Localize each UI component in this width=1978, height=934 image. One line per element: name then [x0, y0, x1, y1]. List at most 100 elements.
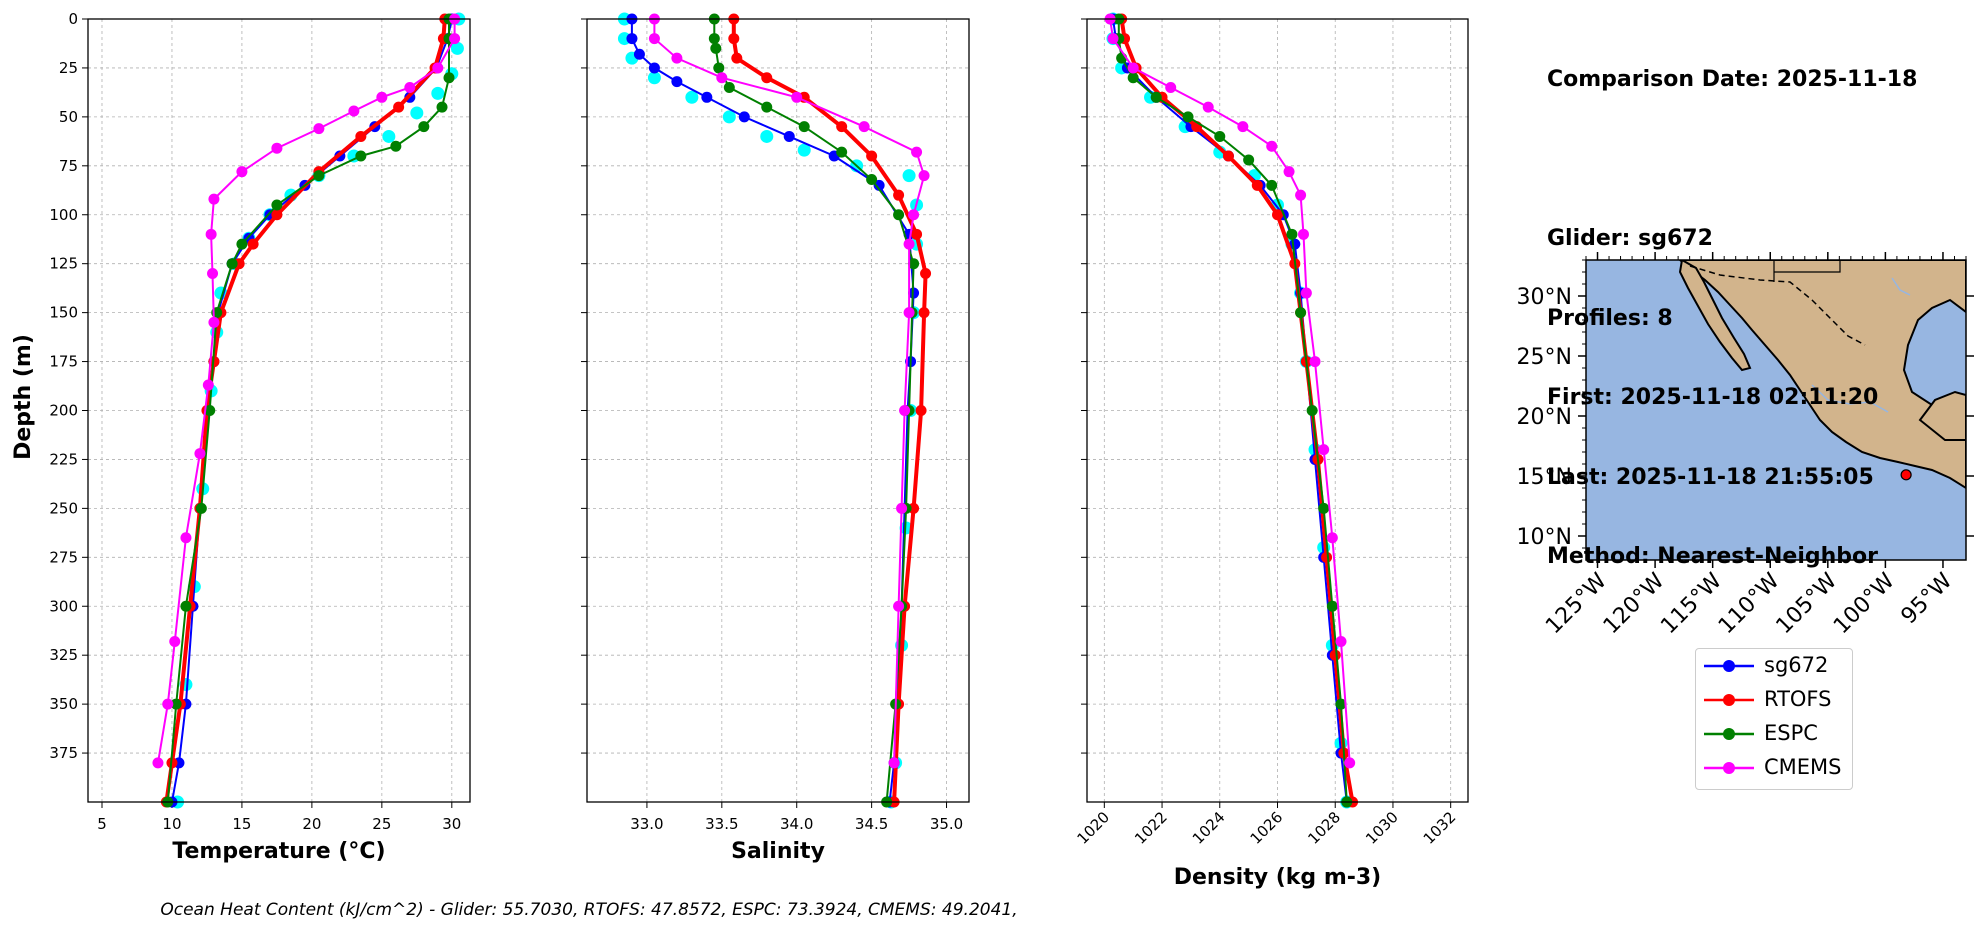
- series-point-cmems: [1283, 166, 1295, 178]
- axes-frame: [87, 18, 471, 803]
- map-border-us: [1689, 265, 1866, 346]
- x-tick-label: 1026: [1247, 808, 1287, 848]
- series-point-espc: [443, 72, 455, 84]
- glider-scatter-point: [722, 110, 736, 124]
- series-point-espc: [908, 258, 920, 270]
- y-tick-label: 275: [49, 548, 78, 566]
- series-point-cmems: [1300, 287, 1312, 299]
- map-river-north: [1891, 277, 1911, 296]
- series-point-cmems: [1344, 757, 1356, 769]
- series-point-cmems: [1297, 228, 1309, 240]
- temperature-panel: 0 25 50 75 100 125 150 175 200 225 250 275 300 325 350…: [49, 10, 471, 864]
- series-point-cmems: [648, 33, 660, 45]
- series-point-espc: [1127, 72, 1139, 84]
- series-point-rtofs: [271, 209, 283, 221]
- legend-label-sg672: sg672: [1764, 653, 1829, 677]
- series-point-cmems: [1107, 33, 1119, 45]
- series-point-cmems: [271, 142, 283, 154]
- map-lat-label: 20°N: [1517, 405, 1572, 430]
- x-tick-label: 1020: [1073, 808, 1113, 848]
- series-point-rtofs: [393, 101, 405, 113]
- info-text: Comparison Date: 2025-11-18 Glider: sg67…: [1547, 14, 1917, 597]
- series-point-cmems: [208, 193, 220, 205]
- series-point-espc: [1286, 228, 1298, 240]
- series-point-cmems: [671, 52, 683, 64]
- glider-scatter-point: [382, 129, 396, 143]
- series-point-rtofs: [761, 72, 773, 84]
- y-tick-label: 50: [59, 108, 78, 126]
- series-point-sg672: [738, 111, 750, 123]
- series-point-rtofs: [1251, 179, 1263, 191]
- x-tick-label: 5: [97, 815, 107, 833]
- interpolation-method: Method: Nearest-Neighbor: [1547, 544, 1878, 569]
- series-point-cmems: [911, 146, 923, 158]
- series-line-espc: [1117, 19, 1348, 803]
- series-point-cmems: [313, 123, 325, 135]
- series-point-espc: [713, 62, 725, 74]
- x-axis-label: Temperature (°C): [172, 839, 385, 864]
- series-point-espc: [226, 258, 238, 270]
- legend-item-rtofs: RTOFS: [1696, 683, 1852, 717]
- series-point-espc: [1335, 698, 1347, 710]
- series-point-rtofs: [728, 33, 740, 45]
- series-point-cmems: [152, 757, 164, 769]
- axes-frame: [586, 18, 970, 803]
- info-spacer: [1547, 147, 1917, 174]
- y-tick-label: 200: [49, 402, 78, 420]
- axes-frame: [1086, 18, 1469, 803]
- x-tick-label: 34.0: [780, 815, 813, 833]
- map-lat-label: 25°N: [1517, 345, 1572, 370]
- density-panel: 1020 1022 1024 1026 1028 1030 1032 Density (kg …: [1073, 12, 1469, 890]
- series-point-espc: [436, 101, 448, 113]
- glider-scatter-point: [685, 90, 699, 104]
- x-tick-label: 33.0: [630, 815, 663, 833]
- x-tick-label: 1022: [1131, 808, 1171, 848]
- x-tick-label: 1032: [1420, 808, 1460, 848]
- series-point-espc: [1243, 154, 1255, 166]
- depth-axis-label: Depth (m): [11, 334, 36, 460]
- glider-scatter-point: [797, 143, 811, 157]
- series-point-cmems: [791, 91, 803, 103]
- series-point-espc: [798, 121, 810, 133]
- series-point-espc: [866, 174, 878, 186]
- series-point-sg672: [783, 130, 795, 142]
- legend-item-sg672: sg672: [1696, 649, 1852, 683]
- series-point-cmems: [1335, 635, 1347, 647]
- legend-swatch-rtofs: [1704, 694, 1754, 706]
- y-tick-label: 225: [49, 450, 78, 468]
- series-line-rtofs: [731, 19, 928, 803]
- x-tick-label: 10: [162, 815, 181, 833]
- series-point-espc: [390, 140, 402, 152]
- series-point-rtofs: [911, 228, 923, 240]
- series-point-espc: [418, 121, 430, 133]
- series-line-cmems: [653, 19, 926, 763]
- series-point-espc: [195, 502, 207, 514]
- series-point-cmems: [908, 209, 920, 221]
- map-lat-label: 15°N: [1517, 465, 1572, 490]
- legend: sg672 RTOFS ESPC CMEMS: [1695, 648, 1853, 790]
- series-point-cmems: [236, 166, 248, 178]
- series-point-cmems: [207, 267, 219, 279]
- series-point-cmems: [1309, 356, 1321, 368]
- series-point-rtofs: [1272, 209, 1283, 221]
- series-point-cmems: [903, 307, 915, 319]
- x-tick-label: 20: [302, 815, 321, 833]
- series-line-cmems: [1109, 18, 1351, 763]
- glider-name: Glider: sg672: [1547, 226, 1713, 251]
- series-point-espc: [355, 150, 367, 162]
- series-point-sg672: [873, 179, 885, 191]
- series-point-espc: [1266, 179, 1278, 191]
- series-point-rtofs: [866, 150, 878, 162]
- profiles-count: Profiles: 8: [1547, 305, 1673, 331]
- x-tick-label: 34.5: [855, 815, 888, 833]
- series-point-cmems: [449, 33, 461, 45]
- glider-position-marker: [1900, 469, 1912, 481]
- series-point-rtofs: [920, 267, 932, 279]
- series-point-cmems: [1202, 101, 1214, 113]
- legend-swatch-cmems: [1704, 762, 1754, 774]
- map-river: [1811, 384, 1889, 413]
- y-tick-label: 100: [49, 206, 78, 224]
- series-point-espc: [708, 33, 720, 45]
- y-tick-label: 125: [49, 255, 78, 273]
- series-point-cmems: [194, 448, 206, 460]
